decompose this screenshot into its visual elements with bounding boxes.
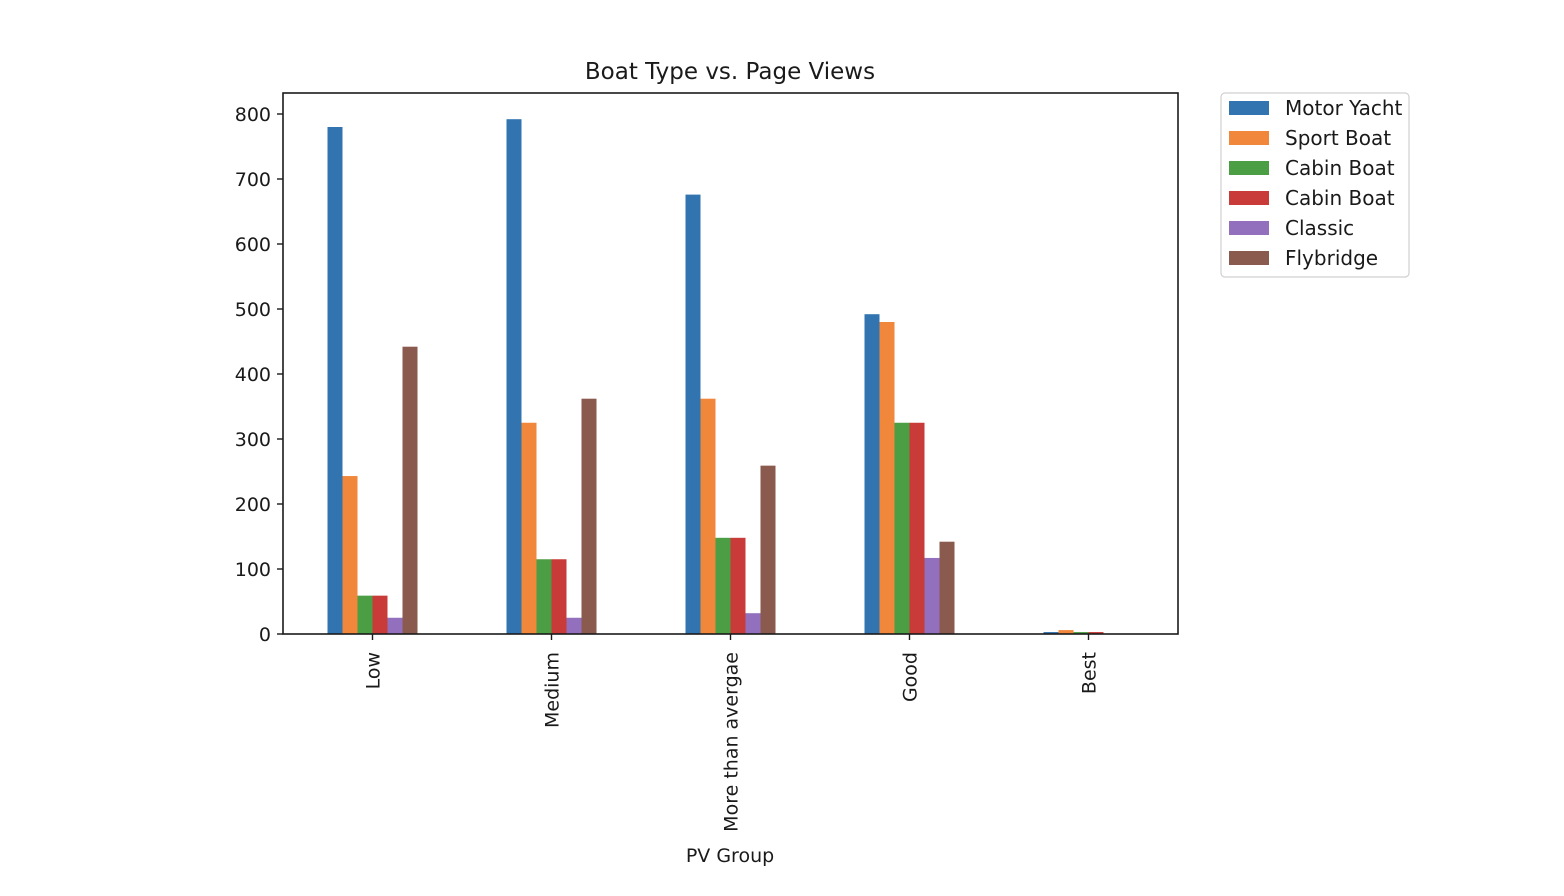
chart-title: Boat Type vs. Page Views xyxy=(585,59,875,85)
bar-low-cabin-boat xyxy=(357,595,373,634)
bar-good-flybridge xyxy=(939,541,955,634)
bar-more-than-avergae-cabin-boat xyxy=(730,537,746,634)
bar-low-cabin-boat xyxy=(372,595,388,634)
legend-swatch xyxy=(1229,251,1269,265)
y-tick-label: 200 xyxy=(235,494,271,516)
bar-low-classic xyxy=(387,617,403,634)
bar-good-motor-yacht xyxy=(864,314,880,634)
y-tick-label: 0 xyxy=(259,624,271,646)
legend-label: Cabin Boat xyxy=(1285,156,1395,180)
bar-low-flybridge xyxy=(402,346,418,634)
bar-best-cabin-boat xyxy=(1073,632,1089,634)
x-axis-label: PV Group xyxy=(686,845,774,867)
legend-label: Classic xyxy=(1285,216,1354,240)
legend-swatch xyxy=(1229,101,1269,115)
bar-more-than-avergae-motor-yacht xyxy=(685,194,701,634)
legend-label: Sport Boat xyxy=(1285,126,1391,150)
bars-group xyxy=(327,119,1104,634)
bar-good-cabin-boat xyxy=(894,422,910,634)
bar-more-than-avergae-cabin-boat xyxy=(715,537,731,634)
bar-good-sport-boat xyxy=(879,322,895,634)
y-tick-label: 700 xyxy=(235,169,271,191)
legend-label: Flybridge xyxy=(1285,246,1378,270)
x-tick-label: Low xyxy=(363,652,385,689)
bar-medium-flybridge xyxy=(581,398,597,634)
legend-swatch xyxy=(1229,191,1269,205)
y-tick-label: 600 xyxy=(235,234,271,256)
bar-medium-classic xyxy=(566,617,582,634)
legend-swatch xyxy=(1229,161,1269,175)
y-tick-label: 100 xyxy=(235,559,271,581)
legend-label: Motor Yacht xyxy=(1285,96,1403,120)
bar-more-than-avergae-classic xyxy=(745,613,761,634)
bar-medium-cabin-boat xyxy=(536,559,552,634)
bar-good-cabin-boat xyxy=(909,422,925,634)
x-tick-label: Medium xyxy=(542,652,564,728)
bar-medium-cabin-boat xyxy=(551,559,567,634)
y-axis: 0 100 200 300 400 500 600 700 800 xyxy=(235,104,283,646)
bar-best-sport-boat xyxy=(1058,630,1074,634)
bar-medium-sport-boat xyxy=(521,422,537,634)
legend-swatch xyxy=(1229,131,1269,145)
x-tick-label: Good xyxy=(900,652,922,702)
y-tick-label: 400 xyxy=(235,364,271,386)
bar-low-sport-boat xyxy=(342,476,358,634)
x-tick-label: Best xyxy=(1079,652,1101,694)
legend-label: Cabin Boat xyxy=(1285,186,1395,210)
y-tick-label: 300 xyxy=(235,429,271,451)
legend: Motor Yacht Sport Boat Cabin Boat Cabin Boa… xyxy=(1220,92,1410,278)
bar-more-than-avergae-sport-boat xyxy=(700,398,716,634)
x-tick-label: More than avergae xyxy=(721,652,743,832)
bar-good-classic xyxy=(924,557,940,634)
y-tick-label: 800 xyxy=(235,104,271,126)
y-tick-label: 500 xyxy=(235,299,271,321)
bar-medium-motor-yacht xyxy=(506,119,522,634)
x-axis: Low Medium More than avergae Good Best xyxy=(363,634,1101,832)
bar-more-than-avergae-flybridge xyxy=(760,465,776,634)
bar-best-motor-yacht xyxy=(1043,632,1059,634)
legend-swatch xyxy=(1229,221,1269,235)
bar-best-cabin-boat xyxy=(1088,632,1104,634)
bar-low-motor-yacht xyxy=(327,127,343,634)
